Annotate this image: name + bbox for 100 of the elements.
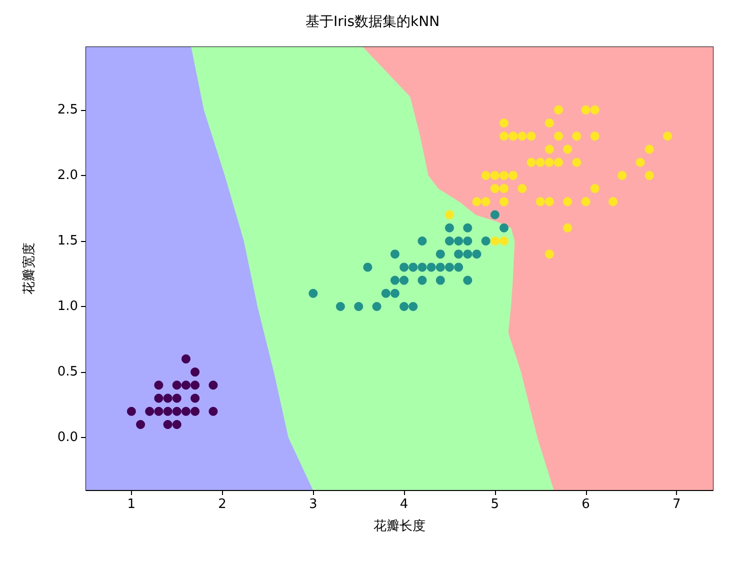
point: [463, 250, 472, 259]
x-tick-label: 5: [490, 497, 500, 512]
y-tick-label: 2.5: [57, 102, 78, 118]
point: [181, 380, 190, 390]
point: [426, 262, 436, 272]
point: [563, 223, 572, 232]
point: [490, 210, 500, 220]
point: [518, 184, 527, 194]
point: [172, 420, 182, 429]
point: [563, 197, 572, 206]
point: [644, 144, 654, 154]
x-tick-label: 4: [400, 497, 408, 512]
point: [163, 406, 172, 416]
point: [572, 132, 582, 141]
point: [490, 184, 500, 194]
point: [644, 170, 654, 180]
x-axis-title: 花瓣长度: [374, 518, 426, 534]
point: [336, 302, 345, 312]
point: [436, 276, 445, 285]
point: [190, 394, 200, 403]
point: [500, 118, 508, 128]
point: [500, 197, 508, 206]
point: [536, 158, 545, 167]
point: [454, 262, 464, 272]
point: [581, 197, 590, 206]
point: [518, 132, 527, 141]
point: [508, 170, 518, 180]
x-tick-label: 3: [309, 497, 318, 512]
point: [190, 368, 200, 377]
point: [436, 250, 445, 259]
point: [500, 170, 508, 180]
point: [400, 262, 409, 272]
point: [544, 250, 554, 259]
point: [536, 197, 545, 206]
point: [408, 262, 418, 272]
point: [444, 236, 454, 246]
point: [472, 250, 482, 259]
point: [500, 223, 508, 232]
point: [490, 170, 500, 180]
y-tick-label: 0.5: [57, 364, 78, 380]
point: [444, 262, 454, 272]
point: [454, 250, 464, 259]
point: [544, 118, 554, 128]
point: [590, 105, 600, 114]
point: [400, 302, 409, 312]
point: [126, 406, 136, 416]
y-tick-label: 0.0: [57, 430, 78, 446]
point: [381, 288, 390, 298]
point: [181, 406, 190, 416]
point: [444, 223, 454, 232]
point: [418, 262, 427, 272]
point: [136, 420, 146, 429]
point: [508, 132, 518, 141]
point: [590, 184, 600, 194]
point: [554, 105, 564, 114]
point: [163, 394, 172, 403]
point: [208, 380, 218, 390]
point: [154, 394, 164, 403]
point: [363, 262, 372, 272]
point: [172, 380, 182, 390]
point: [463, 236, 472, 246]
x-tick-label: 7: [672, 497, 681, 512]
point: [390, 276, 400, 285]
point: [500, 132, 508, 141]
point: [372, 302, 382, 312]
point: [554, 132, 564, 141]
y-tick-label: 1.5: [57, 233, 78, 248]
point: [408, 302, 418, 312]
point: [618, 170, 627, 180]
point: [563, 144, 572, 154]
point: [190, 406, 200, 416]
point: [526, 158, 536, 167]
point: [590, 132, 600, 141]
point: [572, 158, 582, 167]
point: [400, 276, 409, 285]
point: [208, 406, 218, 416]
y-axis-title: 花瓣宽度: [21, 242, 37, 294]
point: [172, 406, 182, 416]
point: [418, 236, 427, 246]
point: [163, 420, 172, 429]
point: [663, 132, 672, 141]
x-tick-label: 2: [218, 497, 226, 512]
point: [500, 184, 508, 194]
point: [544, 197, 554, 206]
point: [145, 406, 154, 416]
point: [436, 262, 445, 272]
point: [390, 288, 400, 298]
y-tick-label: 1.0: [57, 299, 78, 314]
point: [190, 380, 200, 390]
point: [181, 354, 190, 364]
chart-title: 基于Iris数据集的kNN: [305, 14, 440, 30]
point: [172, 394, 182, 403]
point: [444, 210, 454, 220]
point: [554, 158, 564, 167]
point: [154, 406, 164, 416]
point: [526, 132, 536, 141]
point: [500, 236, 508, 246]
point: [154, 380, 164, 390]
x-tick-label: 1: [127, 497, 136, 512]
point: [354, 302, 364, 312]
